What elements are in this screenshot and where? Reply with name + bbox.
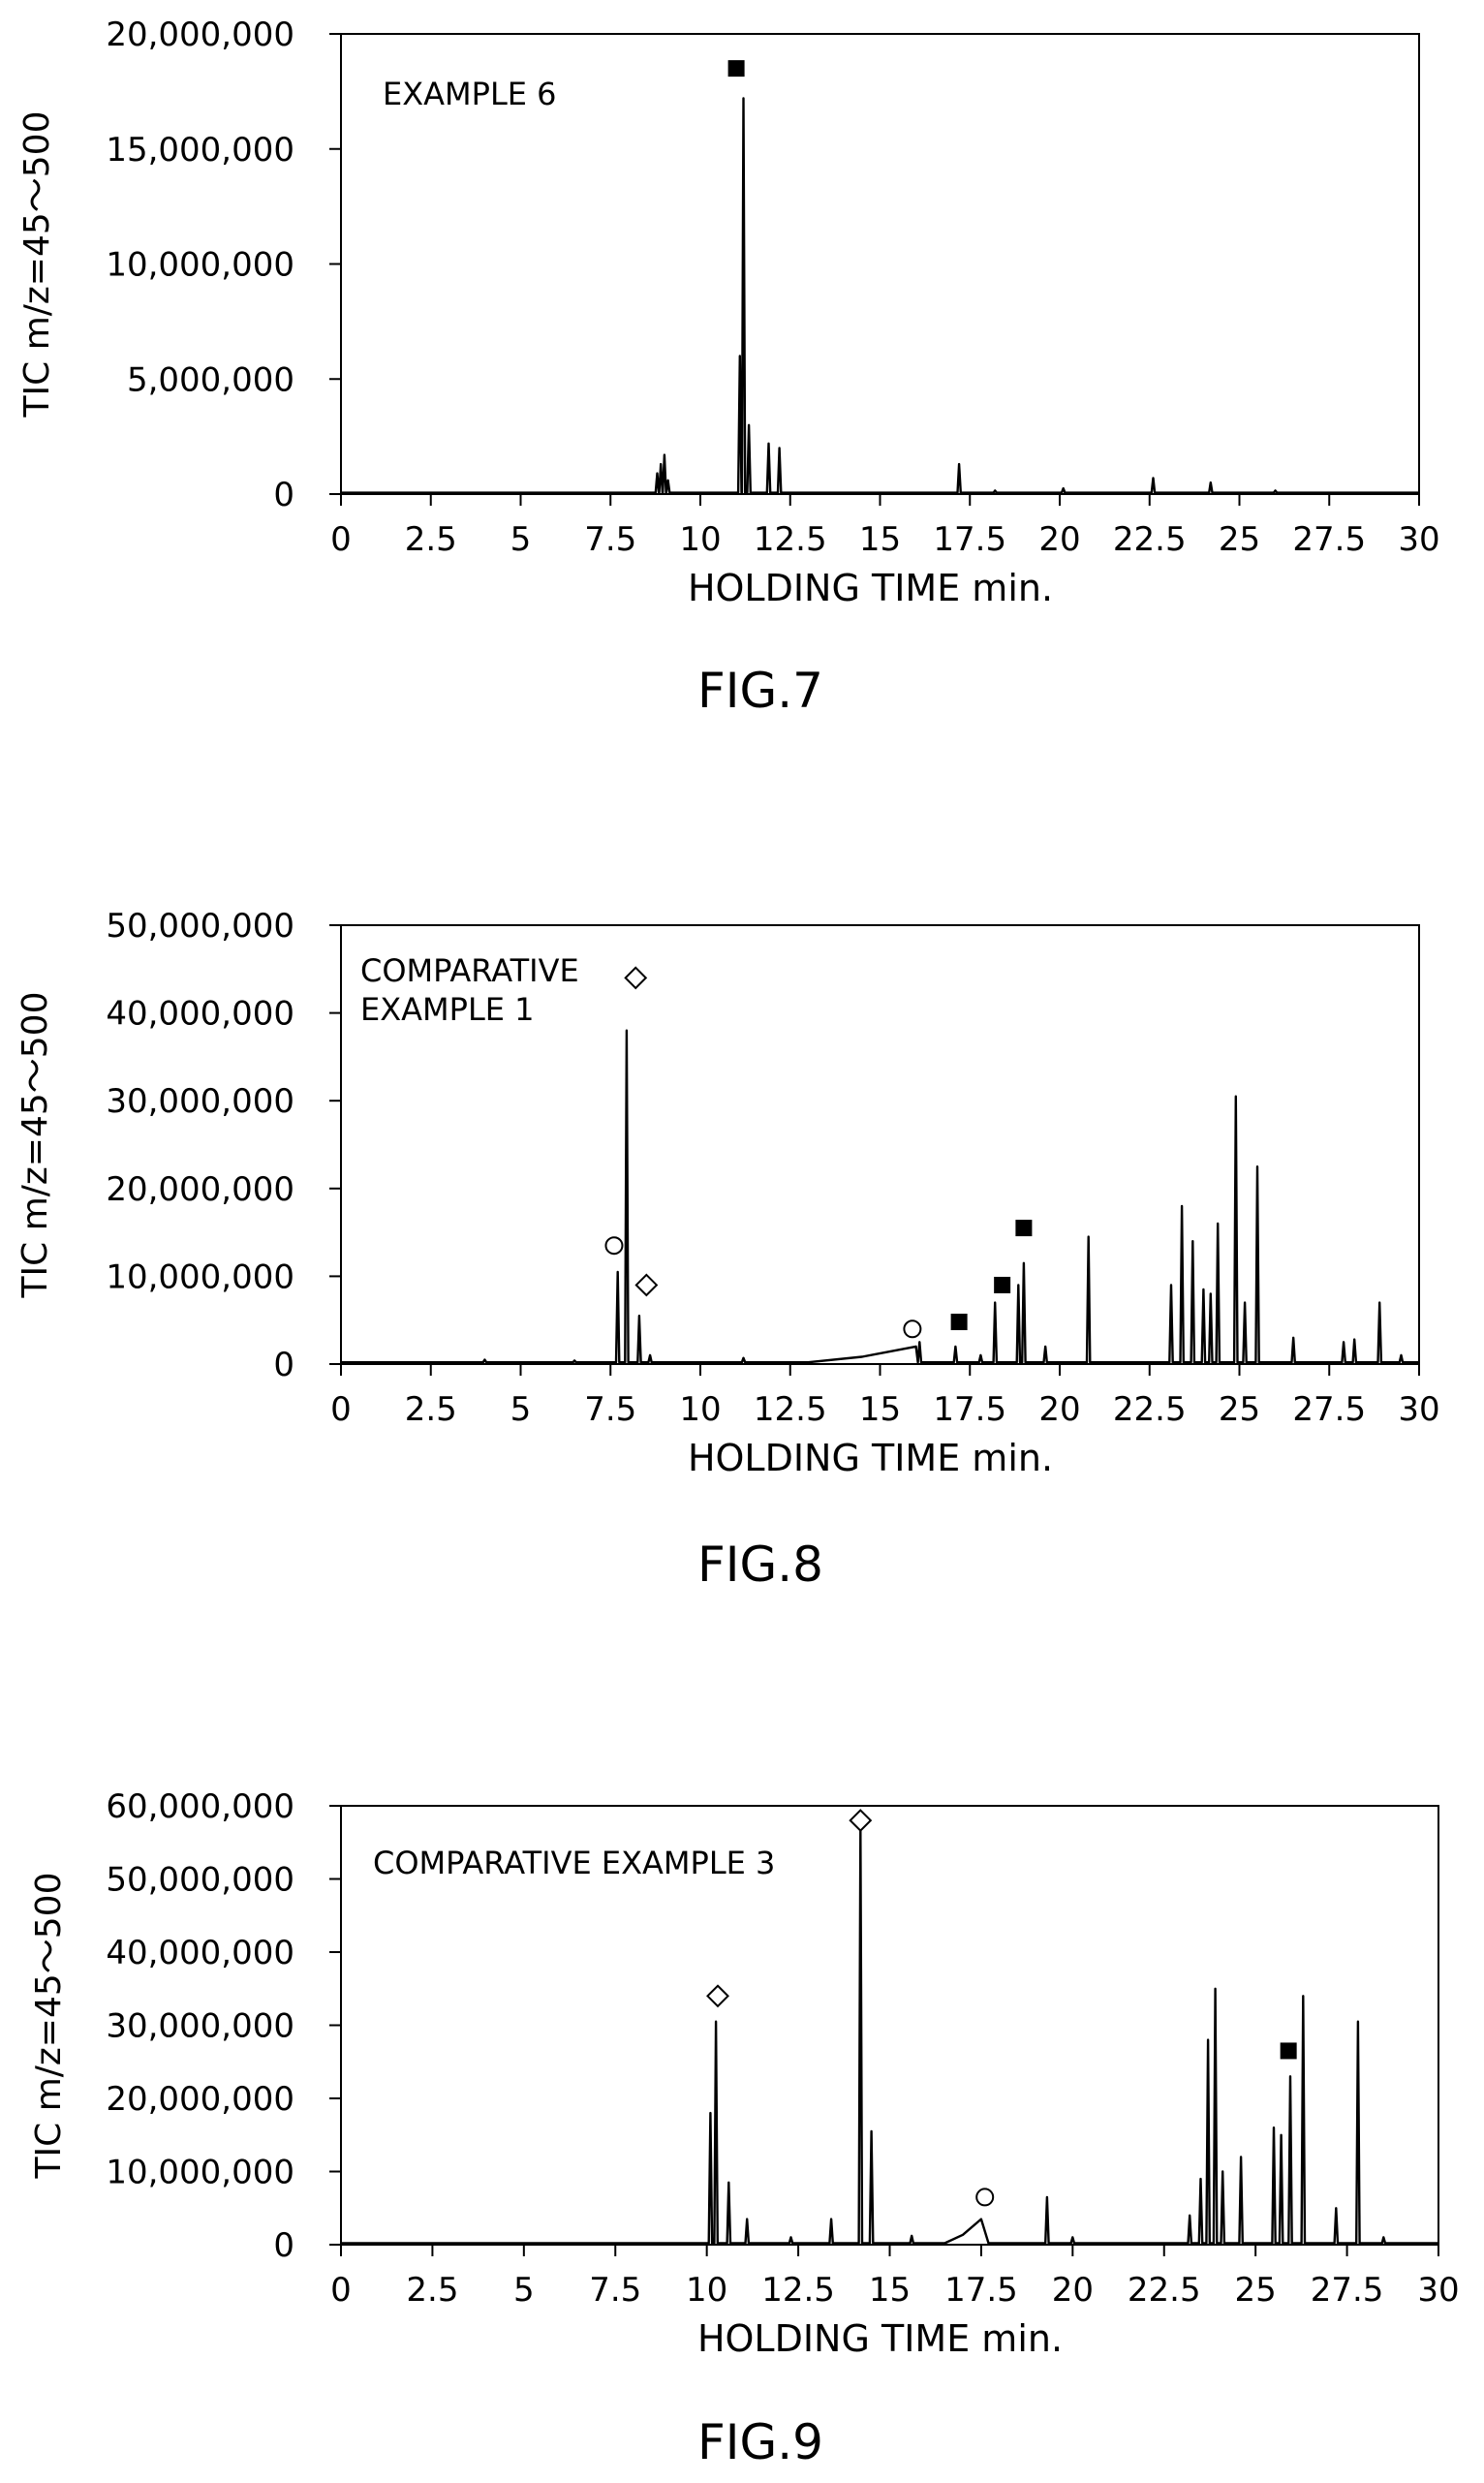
y-tick-label: 20,000,000 [106,2080,294,2119]
example-label: COMPARATIVE EXAMPLE 3 [373,1845,775,1881]
y-tick-label: 15,000,000 [106,131,294,170]
x-axis-label: HOLDING TIME min. [688,567,1053,609]
y-tick-label: 50,000,000 [106,1861,294,1900]
x-tick-label: 17.5 [933,1390,1006,1429]
x-tick-label: 0 [330,2271,352,2310]
figure-caption: FIG.9 [697,2414,823,2470]
x-tick-label: 15 [859,1390,901,1429]
square-marker [1015,1220,1033,1237]
chart-1: 0 5,000,000 10,000,000 15,000,000 20,000,000… [17,16,1440,719]
y-tick-label: 10,000,000 [106,2154,294,2192]
y-tick-label: 0 [273,2226,294,2265]
x-tick-label: 7.5 [584,1390,636,1429]
x-tick-label: 0 [330,520,352,559]
x-tick-label: 27.5 [1311,2271,1384,2310]
figure-caption: FIG.8 [697,1536,823,1593]
x-tick-label: 12.5 [761,2271,835,2310]
y-tick-label: 30,000,000 [106,1082,294,1121]
y-tick-label: 20,000,000 [106,16,294,54]
square-marker [994,1276,1011,1293]
example-label: EXAMPLE 1 [360,991,535,1028]
x-tick-label: 25 [1219,1390,1260,1429]
x-tick-label: 30 [1417,2271,1459,2310]
y-tick-label: 40,000,000 [106,995,294,1034]
x-tick-label: 22.5 [1128,2271,1201,2310]
x-tick-label: 20 [1052,2271,1094,2310]
circle-marker [975,2188,995,2207]
x-axis-label: HOLDING TIME min. [688,1437,1053,1479]
x-tick-label: 17.5 [944,2271,1018,2310]
diamond-marker [634,1273,659,1297]
x-tick-label: 0 [330,1390,352,1429]
y-tick-label: 5,000,000 [127,360,294,399]
y-tick-label: 10,000,000 [106,246,294,285]
y-tick-label: 10,000,000 [106,1257,294,1296]
x-tick-label: 20 [1038,1390,1080,1429]
x-tick-label: 2.5 [405,1390,457,1429]
y-tick-label: 50,000,000 [106,907,294,946]
x-tick-label: 5 [513,2271,535,2310]
y-tick-label: 60,000,000 [106,1787,294,1826]
circle-marker [903,1319,922,1339]
diamond-marker [849,1809,873,1833]
diamond-marker [706,1984,729,2008]
x-tick-label: 15 [859,520,901,559]
chromatogram-trace [341,97,1419,494]
x-tick-label: 7.5 [589,2271,641,2310]
x-tick-label: 20 [1038,520,1080,559]
chart-3: 0 10,000,000 20,000,000 30,000,000 40,000,00… [29,1787,1460,2470]
x-axis-label: HOLDING TIME min. [697,2317,1063,2360]
chromatogram-trace [341,1029,1419,1364]
x-tick-label: 10 [679,1390,721,1429]
chromatogram-trace [341,1826,1438,2245]
y-tick-label: 30,000,000 [106,2007,294,2046]
square-marker [950,1314,968,1331]
x-tick-label: 7.5 [584,520,636,559]
example-label: EXAMPLE 6 [383,76,557,112]
figure-caption: FIG.7 [697,663,823,719]
square-marker [727,60,745,78]
x-tick-label: 22.5 [1113,1390,1187,1429]
chart-2: 0 10,000,000 20,000,000 30,000,000 40,000,00… [15,907,1440,1593]
x-tick-label: 27.5 [1292,1390,1366,1429]
x-tick-label: 2.5 [406,2271,458,2310]
x-tick-label: 25 [1235,2271,1277,2310]
x-tick-label: 12.5 [754,520,827,559]
x-tick-label: 10 [679,520,721,559]
x-tick-label: 30 [1398,1390,1439,1429]
example-label: COMPARATIVE [360,952,579,989]
y-tick-label: 0 [273,476,294,514]
x-tick-label: 5 [510,1390,532,1429]
y-axis-label: TIC m/z=45～500 [29,1873,69,2180]
x-tick-label: 22.5 [1113,520,1187,559]
y-tick-label: 20,000,000 [106,1170,294,1209]
square-marker [1280,2042,1297,2060]
y-axis-label: TIC m/z=45～500 [15,992,55,1299]
x-tick-label: 27.5 [1292,520,1366,559]
y-tick-label: 0 [273,1346,294,1384]
x-tick-label: 25 [1219,520,1260,559]
x-tick-label: 5 [510,520,532,559]
circle-marker [604,1236,624,1256]
x-tick-label: 17.5 [933,520,1006,559]
y-axis-label: TIC m/z=45～500 [17,111,57,419]
x-tick-label: 10 [686,2271,727,2310]
diamond-marker [624,966,648,990]
x-tick-label: 30 [1398,520,1439,559]
x-tick-label: 12.5 [754,1390,827,1429]
x-tick-label: 15 [869,2271,911,2310]
y-tick-label: 40,000,000 [106,1934,294,1972]
x-tick-label: 2.5 [405,520,457,559]
